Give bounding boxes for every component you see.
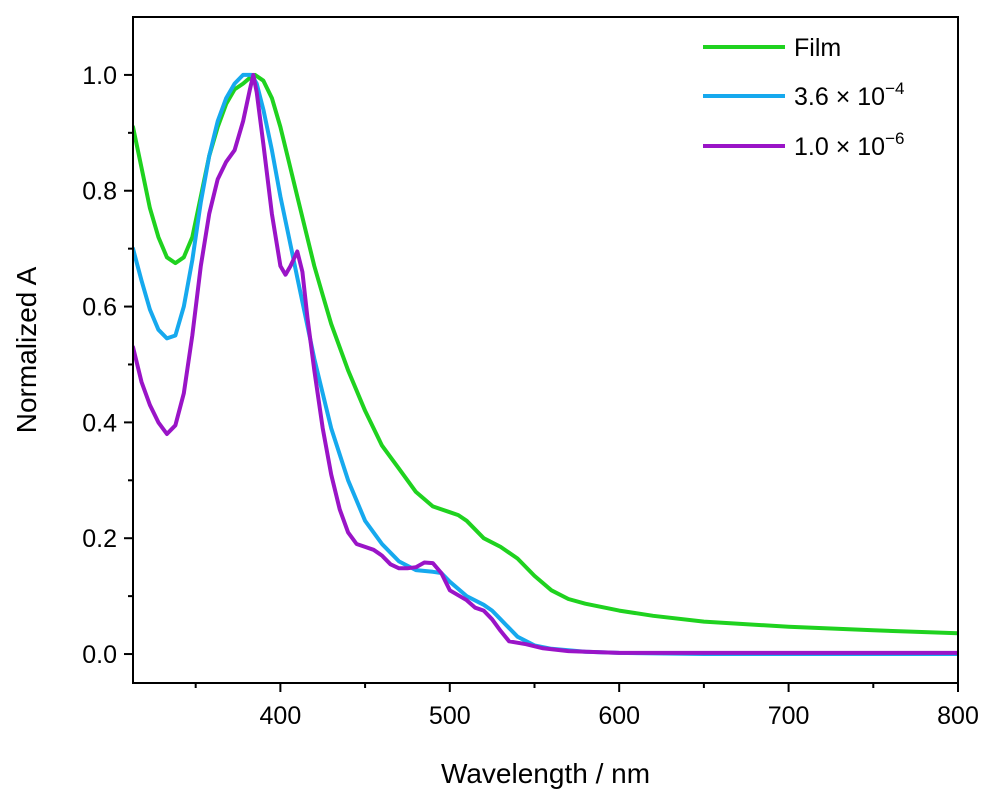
- x-tick-label: 500: [429, 702, 471, 730]
- legend-label: 1.0 × 10−6: [794, 129, 904, 161]
- x-tick-label: 400: [260, 702, 302, 730]
- y-tick-label: 0.0: [82, 641, 117, 669]
- y-tick-label: 0.2: [82, 525, 117, 553]
- y-tick-label: 0.4: [82, 409, 117, 437]
- ticks-layer: 400 500 600 700 800 0.0 0.2 0.4 0.6 0.8 1.0: [82, 62, 979, 730]
- x-tick-label: 800: [937, 702, 979, 730]
- legend-label: 3.6 × 10−4: [794, 79, 904, 111]
- x-axis-title: Wavelength / nm: [441, 758, 650, 789]
- legend-label: Film: [794, 34, 841, 62]
- y-tick-label: 0.8: [82, 178, 117, 206]
- x-tick-label: 700: [768, 702, 810, 730]
- series-line-1: [133, 72, 958, 656]
- y-tick-label: 0.6: [82, 294, 117, 322]
- series-layer: [133, 72, 958, 656]
- x-tick-label: 600: [598, 702, 640, 730]
- y-tick-label: 1.0: [82, 62, 117, 90]
- series-line-2: [133, 72, 958, 655]
- y-axis-title: Normalized A: [11, 266, 42, 433]
- plot-frame: [132, 16, 959, 684]
- legend: Film 3.6 × 10−4 1.0 × 10−6: [703, 34, 904, 161]
